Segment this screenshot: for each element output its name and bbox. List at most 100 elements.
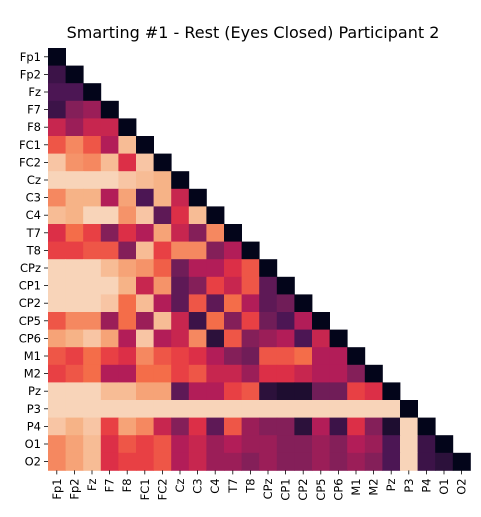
heatmap-cell-CP2-CP2	[294, 294, 312, 312]
heatmap-cell-CP5-CPz	[259, 312, 277, 330]
heatmap-cell-C4-Fp1	[48, 206, 66, 224]
heatmap-cell-CP5-T8	[242, 312, 260, 330]
x-tick-label-C3: C3	[191, 478, 205, 493]
heatmap-cell-O2-M2	[365, 453, 383, 471]
heatmap-cell-O2-O2	[453, 453, 471, 471]
heatmap-cell-P3-Fp1	[48, 400, 66, 418]
heatmap-cell-O1-CP2	[294, 435, 312, 453]
heatmap-cell-P3-CP5	[312, 400, 330, 418]
heatmap-cell-M2-CP5	[312, 365, 330, 383]
heatmap-cell-Pz-CP6	[330, 382, 348, 400]
y-tick-label-O2: O2	[25, 455, 41, 469]
heatmap-cell-FC2-F8	[118, 154, 136, 172]
heatmap-cell-F7-Fp2	[66, 101, 84, 119]
heatmap-cell-O1-P4	[418, 435, 436, 453]
y-tick-label-CP2: CP2	[19, 296, 41, 310]
x-tick-label-C4: C4	[208, 478, 222, 493]
x-tick-label-T8: T8	[243, 478, 257, 493]
heatmap-cell-C4-Fz	[83, 206, 101, 224]
x-tick-label-Fp2: Fp2	[67, 478, 81, 499]
heatmap-cell-P4-Fp1	[48, 418, 66, 436]
heatmap-cell-CP6-Fp1	[48, 330, 66, 348]
heatmap-cell-FC2-FC2	[154, 154, 172, 172]
heatmap-cell-O1-M1	[347, 435, 365, 453]
heatmap-cell-O2-CP1	[277, 453, 295, 471]
y-tick-label-CP1: CP1	[19, 279, 41, 293]
heatmap-cell-T8-T8	[242, 242, 260, 260]
x-tick-label-FC2: FC2	[155, 478, 169, 500]
heatmap-cell-P4-P3	[400, 418, 418, 436]
heatmap-cell-P4-CP6	[330, 418, 348, 436]
heatmap-cell-C3-Fp2	[66, 189, 84, 207]
heatmap-cell-CP2-Fp1	[48, 294, 66, 312]
heatmap-cell-O1-M2	[365, 435, 383, 453]
heatmap-cell-FC1-FC1	[136, 136, 154, 154]
heatmap-cell-C3-Fp1	[48, 189, 66, 207]
heatmap-cell-CPz-Cz	[171, 259, 189, 277]
heatmap-cell-CP1-Fp2	[66, 277, 84, 295]
heatmap-cell-FC2-F7	[101, 154, 119, 172]
heatmap-cell-CP2-CP1	[277, 294, 295, 312]
heatmap-cell-Cz-Fz	[83, 171, 101, 189]
heatmap-cell-M2-M2	[365, 365, 383, 383]
heatmap-cells	[48, 48, 471, 471]
heatmap-cell-CPz-C4	[206, 259, 224, 277]
heatmap-cell-M1-CP2	[294, 347, 312, 365]
heatmap-cell-O2-C3	[189, 453, 207, 471]
heatmap-cell-O1-C4	[206, 435, 224, 453]
heatmap-cell-CP1-FC1	[136, 277, 154, 295]
heatmap-cell-CP1-C3	[189, 277, 207, 295]
heatmap-cell-P4-CP2	[294, 418, 312, 436]
heatmap-cell-T8-C4	[206, 242, 224, 260]
y-tick-label-T7: T7	[26, 226, 41, 240]
heatmap-cell-CP2-T7	[224, 294, 242, 312]
heatmap-cell-CP6-CPz	[259, 330, 277, 348]
y-tick-labels: Fp1 Fp2 Fz F7 F8 FC1 FC2 Cz C3 C4 T7 T8 CPz CP1 CP2 CP5…	[19, 50, 48, 469]
heatmap-cell-Pz-FC1	[136, 382, 154, 400]
heatmap-cell-P4-FC2	[154, 418, 172, 436]
heatmap-cell-M2-T7	[224, 365, 242, 383]
heatmap-cell-P3-C3	[189, 400, 207, 418]
heatmap-cell-O2-CPz	[259, 453, 277, 471]
heatmap-cell-O2-M1	[347, 453, 365, 471]
heatmap-cell-O2-FC1	[136, 453, 154, 471]
heatmap-cell-T8-T7	[224, 242, 242, 260]
heatmap-cell-CP6-FC1	[136, 330, 154, 348]
heatmap-cell-CP1-Cz	[171, 277, 189, 295]
heatmap-cell-FC1-F8	[118, 136, 136, 154]
heatmap-cell-O2-C4	[206, 453, 224, 471]
heatmap-cell-CP6-F7	[101, 330, 119, 348]
heatmap-cell-O1-CPz	[259, 435, 277, 453]
heatmap-cell-O1-CP6	[330, 435, 348, 453]
x-tick-label-CPz: CPz	[261, 478, 275, 499]
heatmap-cell-T7-F7	[101, 224, 119, 242]
heatmap-cell-T8-F8	[118, 242, 136, 260]
heatmap-cell-P3-CPz	[259, 400, 277, 418]
heatmap-cell-P4-CPz	[259, 418, 277, 436]
heatmap-cell-T8-FC2	[154, 242, 172, 260]
heatmap-cell-C3-FC2	[154, 189, 172, 207]
heatmap-cell-O1-F7	[101, 435, 119, 453]
heatmap-cell-M2-CP6	[330, 365, 348, 383]
heatmap-cell-P3-CP2	[294, 400, 312, 418]
x-tick-label-P4: P4	[419, 478, 433, 492]
heatmap-cell-CPz-C3	[189, 259, 207, 277]
heatmap-cell-P3-C4	[206, 400, 224, 418]
heatmap-cell-P4-T7	[224, 418, 242, 436]
y-tick-label-FC2: FC2	[19, 155, 41, 169]
heatmap-cell-M1-C3	[189, 347, 207, 365]
heatmap-cell-O2-Cz	[171, 453, 189, 471]
heatmap-cell-C4-Cz	[171, 206, 189, 224]
heatmap-cell-M2-FC2	[154, 365, 172, 383]
heatmap-cell-FC1-Fp2	[66, 136, 84, 154]
x-tick-label-M1: M1	[349, 478, 363, 495]
heatmap-cell-M2-T8	[242, 365, 260, 383]
heatmap-cell-CP6-C3	[189, 330, 207, 348]
heatmap-cell-CP5-CP1	[277, 312, 295, 330]
y-tick-label-P4: P4	[27, 419, 41, 433]
heatmap-cell-CP6-Fz	[83, 330, 101, 348]
heatmap-cell-CPz-T7	[224, 259, 242, 277]
heatmap-cell-P3-Cz	[171, 400, 189, 418]
heatmap-cell-Pz-Fp1	[48, 382, 66, 400]
x-tick-labels: Fp1 Fp2 Fz F7 F8 FC1 FC2 Cz C3 C4 T7 T8 CPz CP1 CP2 CP5…	[50, 470, 469, 500]
